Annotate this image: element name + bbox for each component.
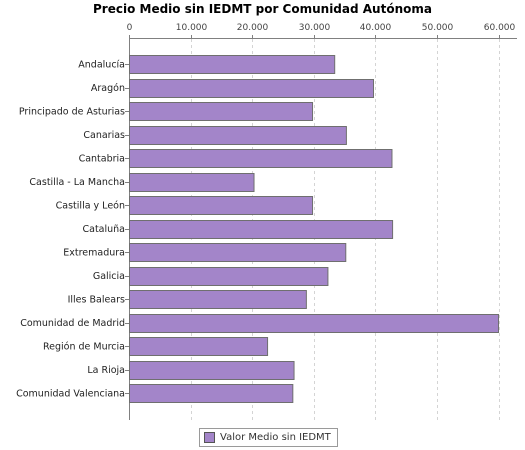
- y-tick-label-13: La Rioja: [87, 365, 125, 376]
- x-tick-label-4: 40.000: [360, 23, 392, 33]
- bar-8: [129, 243, 347, 262]
- bar-13: [129, 361, 295, 380]
- bar-6: [129, 196, 314, 215]
- y-tick-label-9: Galicia: [93, 271, 125, 282]
- bar-7: [129, 220, 394, 239]
- bar-5: [129, 173, 255, 192]
- bar-14: [129, 384, 294, 403]
- y-tick-label-11: Comunidad de Madrid: [20, 318, 125, 329]
- chart-title: Precio Medio sin IEDMT por Comunidad Aut…: [93, 2, 432, 16]
- bar-0: [129, 55, 336, 74]
- y-tick-label-7: Cataluña: [82, 224, 125, 235]
- x-tick-label-6: 60.000: [484, 23, 516, 33]
- x-tick-label-1: 10.000: [176, 23, 208, 33]
- x-tick-label-5: 50.000: [422, 23, 454, 33]
- bar-3: [129, 126, 347, 145]
- y-tick-label-8: Extremadura: [63, 248, 125, 259]
- y-tick-label-0: Andalucía: [78, 60, 125, 71]
- bar-10: [129, 290, 307, 309]
- bar-1: [129, 79, 375, 98]
- y-tick-label-12: Región de Murcia: [43, 342, 125, 353]
- y-tick-label-14: Comunidad Valenciana: [16, 389, 125, 400]
- y-tick-label-10: Illes Balears: [68, 295, 125, 306]
- x-tick-label-3: 30.000: [299, 23, 331, 33]
- x-tick-label-2: 20.000: [237, 23, 269, 33]
- bar-11: [129, 314, 500, 333]
- y-tick-label-6: Castilla y León: [56, 201, 125, 212]
- y-tick-label-3: Canarias: [83, 130, 125, 141]
- bar-4: [129, 149, 393, 168]
- legend-swatch: [204, 432, 215, 443]
- legend-label: Valor Medio sin IEDMT: [220, 432, 331, 443]
- y-tick-label-5: Castilla - La Mancha: [29, 177, 125, 188]
- bar-12: [129, 337, 269, 356]
- bar-9: [129, 267, 329, 286]
- y-tick-label-2: Principado de Asturias: [19, 107, 125, 118]
- x-tick-label-0: 0: [127, 23, 133, 33]
- bar-2: [129, 102, 314, 121]
- y-tick-label-4: Cantabria: [79, 154, 125, 165]
- chart-legend: Valor Medio sin IEDMT: [199, 428, 338, 447]
- y-tick-label-1: Aragón: [91, 83, 125, 94]
